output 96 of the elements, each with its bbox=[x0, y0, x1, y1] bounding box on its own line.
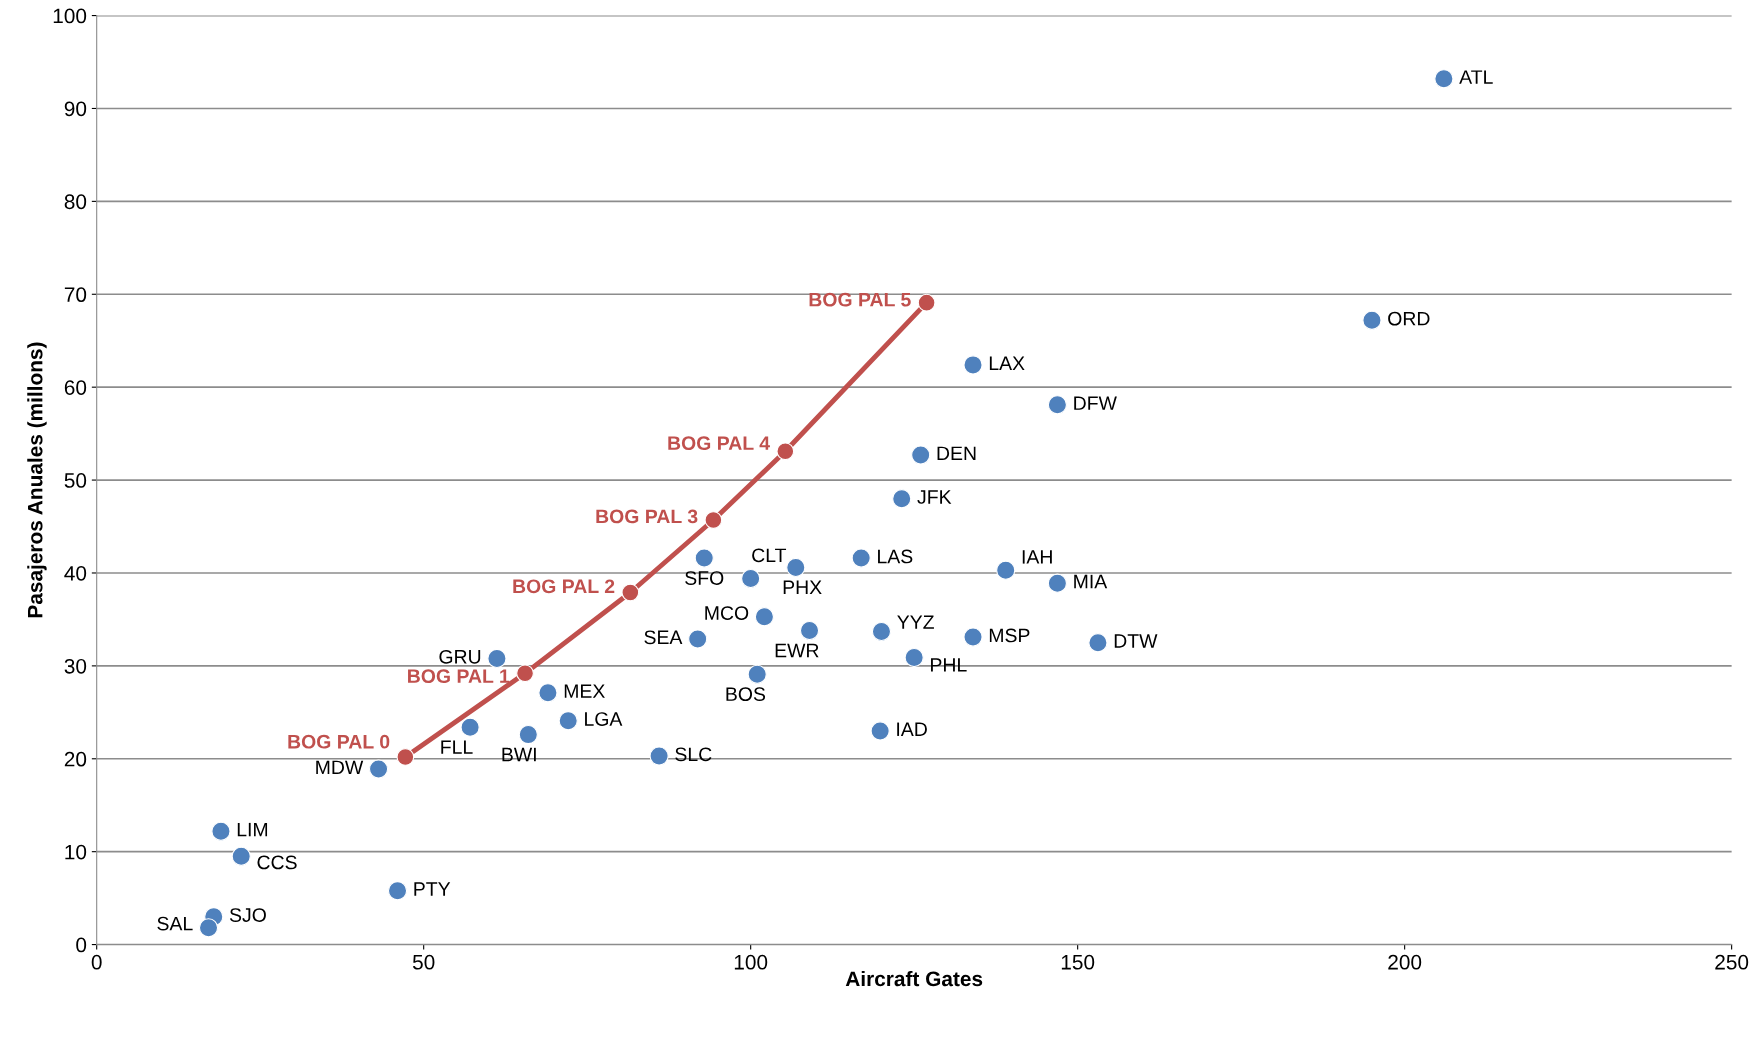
y-tick-label: 70 bbox=[64, 287, 87, 303]
point bbox=[558, 711, 578, 731]
point bbox=[754, 607, 775, 627]
data-label: ATL bbox=[1459, 70, 1493, 84]
data-label: BOG PAL 0 bbox=[288, 734, 390, 749]
point bbox=[917, 293, 936, 312]
point bbox=[368, 759, 389, 779]
y-tick-label: 20 bbox=[64, 751, 87, 767]
data-label: BOG PAL 2 bbox=[513, 579, 615, 594]
data-label: YYZ bbox=[897, 615, 934, 629]
data-label: SLC bbox=[675, 747, 712, 762]
data-label: IAH bbox=[1022, 550, 1052, 564]
data-label: GRU bbox=[439, 649, 481, 664]
point bbox=[963, 627, 983, 647]
point bbox=[799, 620, 820, 641]
y-tick-label: 30 bbox=[64, 658, 87, 674]
data-label: LGA bbox=[585, 712, 623, 726]
y-tick-label: 100 bbox=[53, 8, 87, 24]
data-label: MSP bbox=[989, 628, 1030, 643]
point bbox=[518, 725, 538, 745]
point bbox=[688, 629, 708, 649]
data-label: DFW bbox=[1074, 396, 1117, 410]
data-label: PHL bbox=[931, 658, 967, 672]
data-label: SAL bbox=[157, 916, 193, 931]
y-tick-label: 60 bbox=[64, 380, 87, 395]
data-label: SFO bbox=[685, 571, 724, 585]
point bbox=[460, 717, 480, 737]
data-label: BOG PAL 4 bbox=[668, 436, 770, 451]
point bbox=[649, 746, 669, 766]
x-tick-label: 100 bbox=[734, 954, 768, 970]
point bbox=[1362, 310, 1382, 330]
y-tick-label: 10 bbox=[65, 844, 87, 860]
data-label: EWR bbox=[775, 643, 819, 658]
data-label: MIA bbox=[1074, 574, 1108, 589]
data-label: DTW bbox=[1114, 634, 1158, 648]
point bbox=[387, 881, 408, 901]
data-label: BWI bbox=[502, 747, 536, 762]
data-label: IAD bbox=[897, 722, 927, 736]
data-label: BOG PAL 3 bbox=[596, 509, 698, 524]
point bbox=[741, 568, 761, 589]
point bbox=[892, 489, 912, 509]
data-label: BOG PAL 1 bbox=[408, 669, 510, 684]
point bbox=[963, 355, 983, 375]
point bbox=[870, 721, 890, 741]
data-label: MDW bbox=[316, 760, 364, 775]
data-label: JFK bbox=[917, 490, 952, 504]
y-tick-label: 90 bbox=[64, 101, 87, 117]
data-label: PTY bbox=[414, 882, 451, 896]
x-axis-title: Aircraft Gates bbox=[845, 970, 983, 987]
point bbox=[694, 548, 714, 568]
data-label: BOS bbox=[726, 687, 766, 702]
point bbox=[1434, 69, 1454, 89]
y-axis-title: Pasajeros Anuales (millons) bbox=[27, 342, 47, 618]
data-label: LAS bbox=[878, 549, 913, 564]
y-tick-label: 40 bbox=[64, 565, 87, 581]
x-tick-label: 150 bbox=[1061, 954, 1095, 970]
point bbox=[487, 648, 507, 669]
data-label: MCO bbox=[705, 606, 749, 620]
point bbox=[538, 683, 558, 703]
data-label: CCS bbox=[257, 855, 297, 870]
point bbox=[231, 846, 251, 866]
data-label: ORD bbox=[1388, 311, 1430, 326]
data-label: BOG PAL 5 bbox=[809, 292, 911, 307]
point bbox=[516, 664, 534, 683]
point bbox=[704, 511, 723, 529]
point bbox=[396, 748, 415, 766]
point bbox=[996, 560, 1016, 580]
point bbox=[621, 583, 640, 602]
point bbox=[1047, 573, 1067, 593]
x-tick-label: 0 bbox=[91, 954, 102, 970]
point bbox=[211, 821, 231, 841]
y-tick-label: 0 bbox=[76, 937, 87, 953]
point bbox=[851, 548, 871, 568]
data-label: FLL bbox=[441, 740, 473, 754]
x-tick-label: 50 bbox=[412, 954, 435, 970]
point bbox=[911, 445, 931, 465]
point bbox=[1088, 633, 1108, 653]
y-tick-label: 80 bbox=[64, 194, 87, 210]
point bbox=[904, 647, 924, 668]
point bbox=[198, 918, 219, 938]
data-label: MEX bbox=[564, 684, 605, 698]
y-tick-label: 50 bbox=[64, 473, 87, 488]
data-label: LIM bbox=[237, 822, 268, 837]
x-tick-label: 250 bbox=[1715, 954, 1749, 970]
data-label: SJO bbox=[229, 908, 266, 922]
data-label: CLT bbox=[752, 548, 787, 563]
data-label: DEN bbox=[937, 446, 976, 461]
data-label: LAX bbox=[989, 356, 1025, 370]
point bbox=[776, 442, 795, 461]
point bbox=[786, 557, 806, 578]
x-tick-label: 200 bbox=[1388, 954, 1422, 970]
point bbox=[871, 621, 892, 642]
point bbox=[747, 664, 767, 684]
data-label: SEA bbox=[644, 630, 683, 645]
data-label: PHX bbox=[783, 580, 822, 594]
point bbox=[1047, 395, 1067, 415]
